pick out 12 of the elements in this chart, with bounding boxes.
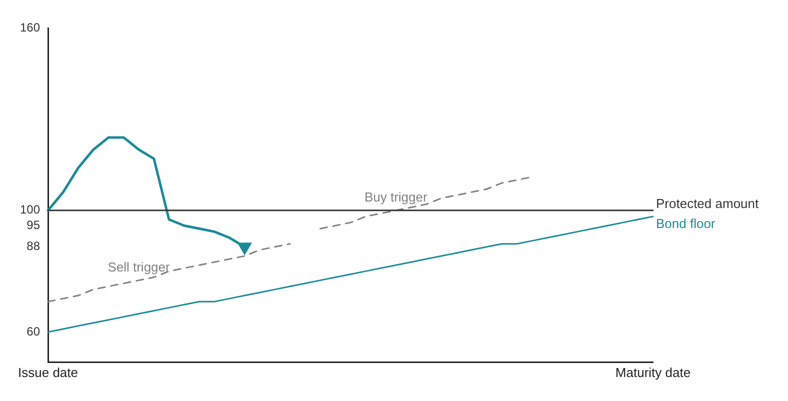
y-tick-label: 88	[26, 239, 40, 254]
x-tick-label: Maturity date	[615, 364, 691, 380]
series-label: Bond floor	[656, 216, 716, 232]
y-tick-label: 60	[26, 324, 40, 338]
series-label: Sell trigger	[108, 259, 171, 274]
y-tick-label: 95	[26, 218, 40, 232]
x-tick-label: Issue date	[18, 364, 78, 380]
series-label: Protected amount	[656, 196, 760, 211]
y-tick-label: 160	[20, 20, 40, 34]
line-series	[47, 243, 291, 302]
series-label: Buy trigger	[364, 189, 428, 204]
y-tick-label: 100	[20, 202, 40, 217]
